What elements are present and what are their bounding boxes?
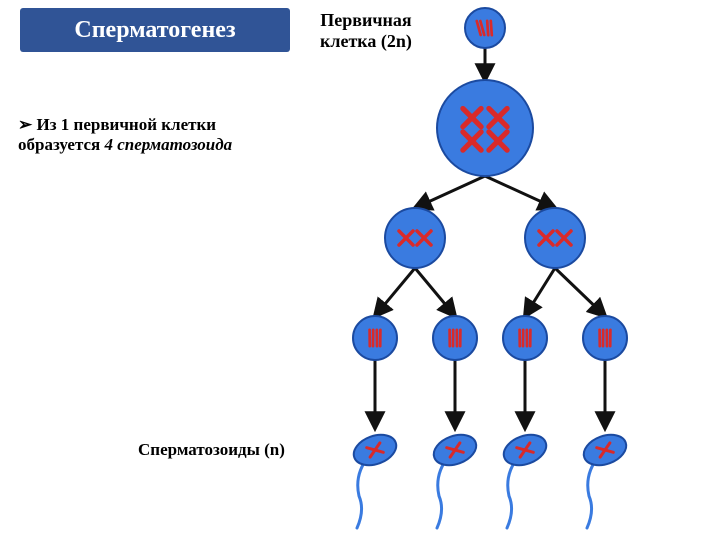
- sperm-label: Сперматозоиды (n): [138, 440, 285, 460]
- cell-node-s1: [350, 429, 401, 528]
- cell-node-s3: [500, 429, 551, 528]
- cell-node-s4: [580, 429, 631, 528]
- bullet-line1: Из 1 первичной клетки: [37, 115, 217, 134]
- cell-node-big: [437, 80, 533, 176]
- bullet-note: ➢ Из 1 первичной клетки образуется 4 спе…: [18, 115, 232, 155]
- bullet-line2: образуется 4 сперматозоида: [18, 135, 232, 155]
- cell-node-m2c: [503, 316, 547, 360]
- cell-node-s2: [430, 429, 481, 528]
- cell-node-m1b: [525, 208, 585, 268]
- cell-node-m2d: [583, 316, 627, 360]
- cell-node-m2b: [433, 316, 477, 360]
- cell-node-m2a: [353, 316, 397, 360]
- sperm-label-text: Сперматозоиды (n): [138, 440, 285, 459]
- spermatogenesis-diagram: [300, 0, 720, 540]
- bullet-prefix: ➢: [18, 115, 32, 134]
- cell-node-m1a: [385, 208, 445, 268]
- title-text: Сперматогенез: [74, 17, 235, 44]
- cell-node-top: [465, 8, 505, 48]
- title-box: Сперматогенез: [20, 8, 290, 52]
